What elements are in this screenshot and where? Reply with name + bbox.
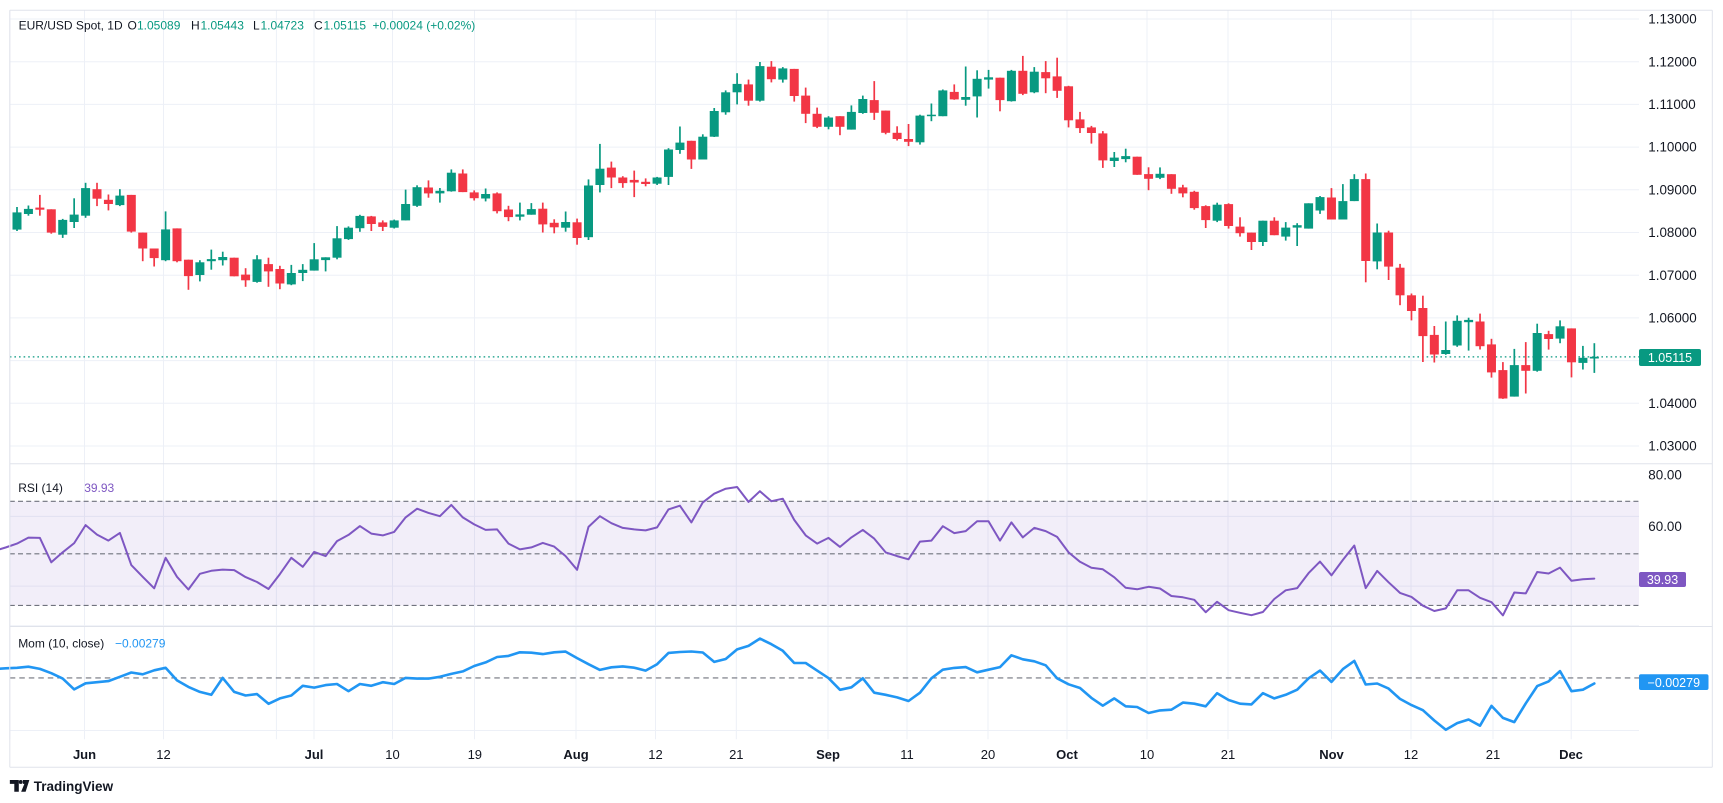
svg-text:19: 19 — [468, 747, 482, 762]
svg-text:1.06000: 1.06000 — [1648, 311, 1696, 326]
svg-text:Sep: Sep — [816, 747, 840, 762]
svg-text:Aug: Aug — [563, 747, 588, 762]
svg-text:1.08000: 1.08000 — [1648, 225, 1696, 240]
svg-text:1.12000: 1.12000 — [1648, 54, 1696, 69]
svg-text:21: 21 — [729, 747, 743, 762]
svg-text:1.05443: 1.05443 — [201, 18, 245, 32]
svg-text:Nov: Nov — [1319, 747, 1344, 762]
svg-text:12: 12 — [648, 747, 662, 762]
svg-text:H: H — [191, 18, 200, 32]
svg-text:1.07000: 1.07000 — [1648, 268, 1696, 283]
svg-text:1.03000: 1.03000 — [1648, 439, 1696, 454]
svg-text:1.05089: 1.05089 — [137, 18, 181, 32]
svg-text:Jul: Jul — [305, 747, 324, 762]
svg-text:11: 11 — [900, 747, 914, 762]
svg-text:20: 20 — [981, 747, 995, 762]
svg-text:−0.00279: −0.00279 — [115, 636, 166, 650]
svg-text:60.00: 60.00 — [1648, 519, 1682, 534]
svg-text:1.11000: 1.11000 — [1648, 97, 1695, 112]
svg-text:1.10000: 1.10000 — [1648, 140, 1696, 155]
svg-text:39.93: 39.93 — [1647, 573, 1678, 587]
svg-text:Dec: Dec — [1559, 747, 1583, 762]
svg-text:−0.00279: −0.00279 — [1648, 676, 1701, 690]
svg-text:C: C — [314, 18, 323, 32]
svg-text:L: L — [253, 18, 260, 32]
svg-text:12: 12 — [156, 747, 170, 762]
svg-text:10: 10 — [385, 747, 399, 762]
svg-text:TradingView: TradingView — [34, 779, 114, 794]
svg-text:1.09000: 1.09000 — [1648, 182, 1696, 197]
svg-text:Jun: Jun — [73, 747, 96, 762]
svg-text:1.05115: 1.05115 — [1648, 351, 1692, 365]
svg-text:1.04723: 1.04723 — [261, 18, 305, 32]
svg-text:EUR/USD Spot, 1D: EUR/USD Spot, 1D — [19, 18, 123, 32]
svg-text:21: 21 — [1486, 747, 1500, 762]
svg-text:+0.00024 (+0.02%): +0.00024 (+0.02%) — [373, 18, 476, 32]
svg-text:O: O — [128, 18, 137, 32]
svg-text:Oct: Oct — [1056, 747, 1078, 762]
svg-text:RSI (14): RSI (14) — [18, 481, 63, 495]
svg-text:80.00: 80.00 — [1648, 468, 1682, 483]
svg-text:39.93: 39.93 — [84, 481, 114, 495]
svg-text:1.04000: 1.04000 — [1648, 396, 1696, 411]
svg-text:21: 21 — [1221, 747, 1235, 762]
svg-text:1.05115: 1.05115 — [324, 18, 367, 32]
svg-text:12: 12 — [1404, 747, 1418, 762]
svg-text:10: 10 — [1140, 747, 1154, 762]
svg-text:Mom (10, close): Mom (10, close) — [18, 636, 104, 650]
svg-text:1.13000: 1.13000 — [1648, 12, 1696, 27]
